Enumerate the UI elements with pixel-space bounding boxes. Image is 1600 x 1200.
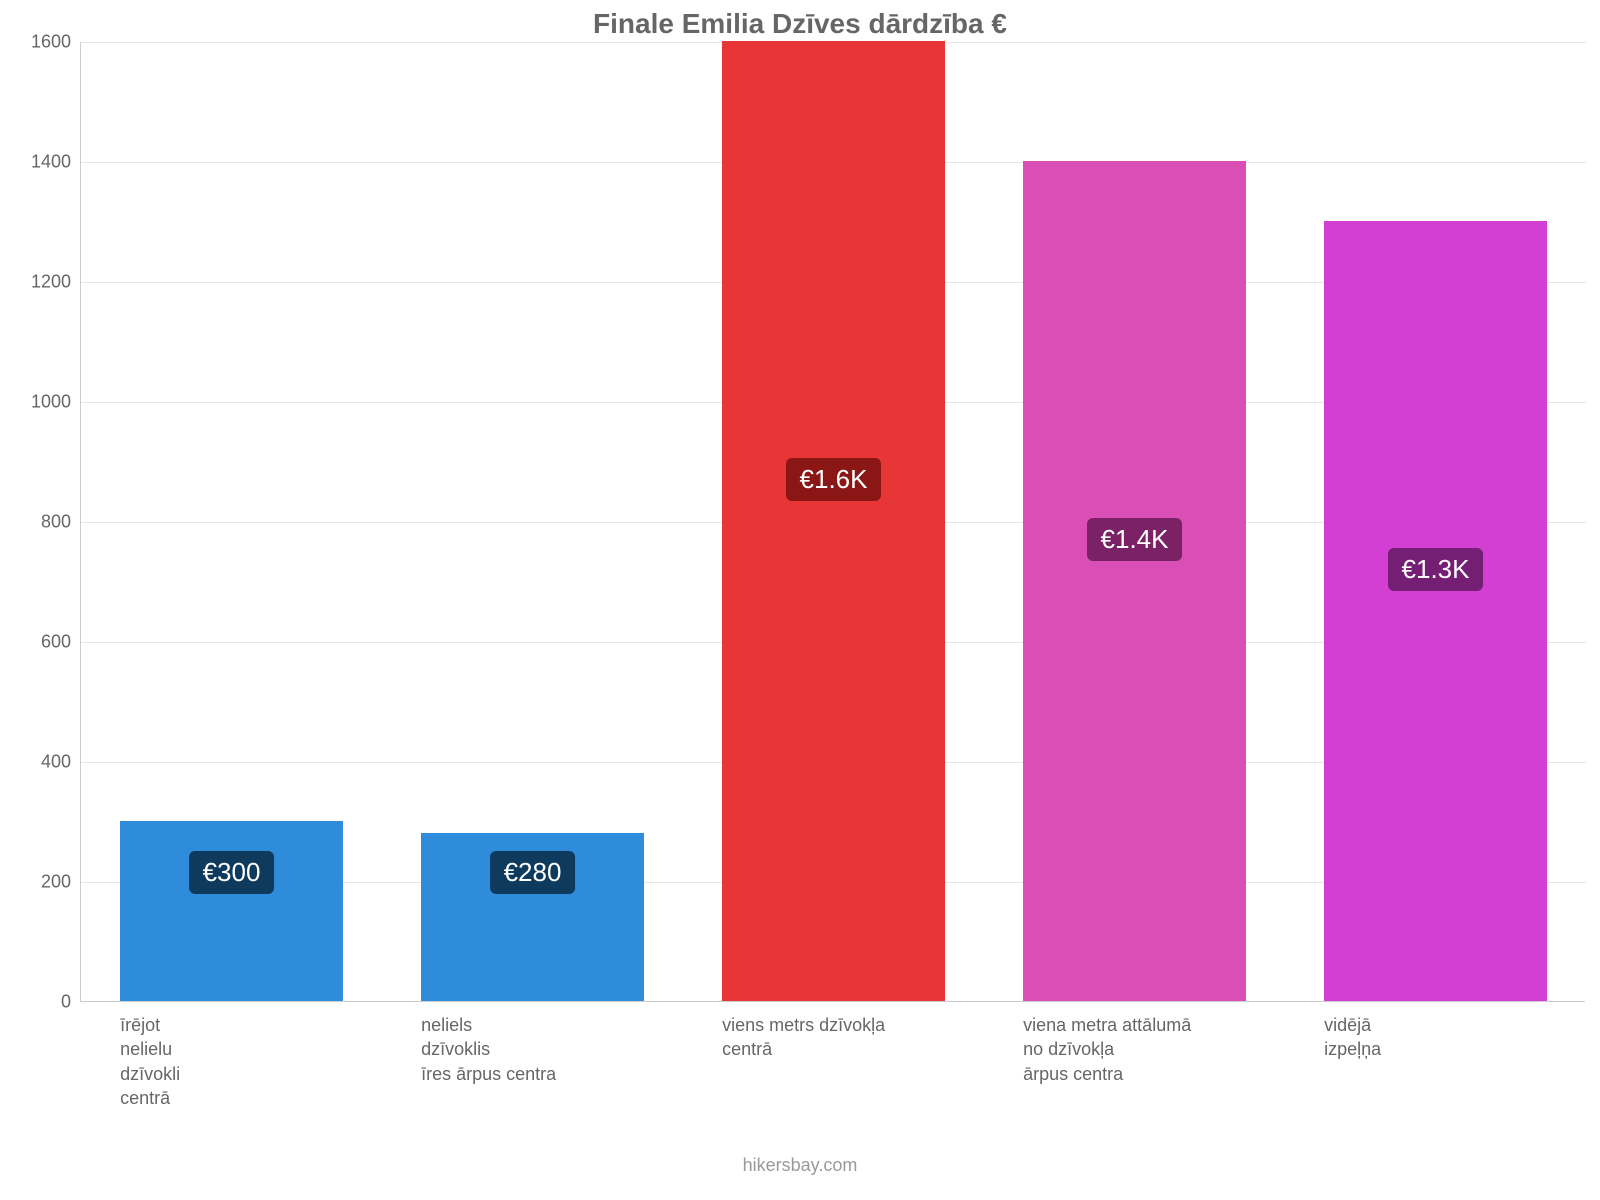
bar-value-label: €1.3K	[1388, 548, 1484, 591]
bar-value-label: €280	[490, 851, 576, 894]
attribution-text: hikersbay.com	[0, 1155, 1600, 1176]
xtick-label: neliels dzīvoklis īres ārpus centra	[421, 1001, 556, 1086]
xtick-label: viens metrs dzīvokļa centrā	[722, 1001, 885, 1062]
chart-title: Finale Emilia Dzīves dārdzība €	[0, 8, 1600, 40]
ytick-label: 600	[41, 632, 81, 653]
xtick-label: īrējot nelielu dzīvokli centrā	[120, 1001, 180, 1110]
ytick-label: 1400	[31, 152, 81, 173]
bar-value-label: €1.4K	[1087, 518, 1183, 561]
ytick-label: 200	[41, 872, 81, 893]
plot-area: 02004006008001000120014001600€300īrējot …	[80, 42, 1585, 1002]
ytick-label: 400	[41, 752, 81, 773]
ytick-label: 800	[41, 512, 81, 533]
ytick-label: 0	[61, 992, 81, 1013]
xtick-label: vidējā izpeļņa	[1324, 1001, 1381, 1062]
bar-value-label: €1.6K	[786, 458, 882, 501]
ytick-label: 1200	[31, 272, 81, 293]
chart-container: Finale Emilia Dzīves dārdzība € 02004006…	[0, 0, 1600, 1200]
bar	[1023, 161, 1246, 1001]
ytick-label: 1000	[31, 392, 81, 413]
ytick-label: 1600	[31, 32, 81, 53]
bar-value-label: €300	[189, 851, 275, 894]
xtick-label: viena metra attālumā no dzīvokļa ārpus c…	[1023, 1001, 1191, 1086]
bar	[120, 821, 343, 1001]
bar	[1324, 221, 1547, 1001]
bar	[722, 41, 945, 1001]
